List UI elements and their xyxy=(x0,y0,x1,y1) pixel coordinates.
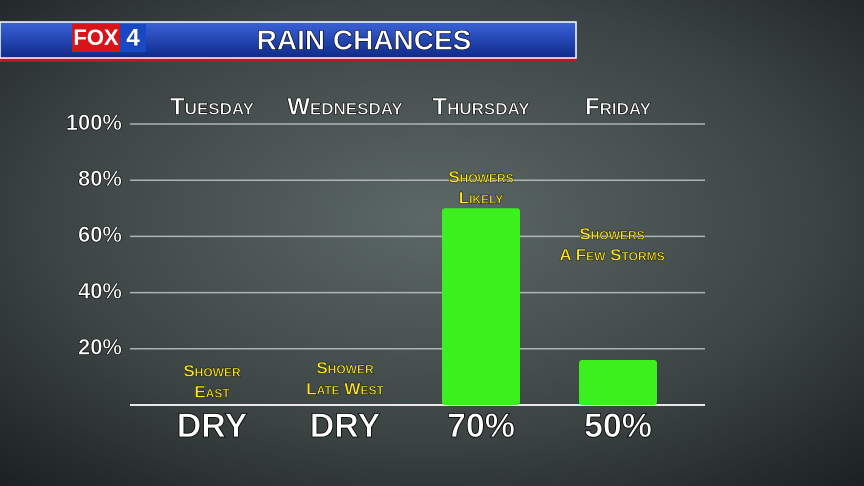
y-tick-label: 40% xyxy=(78,278,122,303)
logo: FOX xyxy=(73,25,119,50)
annotation: Shower xyxy=(183,361,241,380)
logo-box xyxy=(120,24,146,52)
x-tick-label: Wednesday xyxy=(287,93,403,120)
bottom-label: DRY xyxy=(177,407,248,445)
x-tick-label: Friday xyxy=(585,93,652,120)
x-tick-label: Tuesday xyxy=(170,93,255,120)
logo-box xyxy=(72,24,120,52)
logo: 4 xyxy=(126,24,140,51)
annotation: Late West xyxy=(306,379,384,398)
annotation: Showers xyxy=(448,167,513,186)
annotation: A Few Storms xyxy=(559,245,664,264)
x-tick-label: Thursday xyxy=(432,93,530,120)
annotation: Likely xyxy=(459,188,504,207)
y-tick-label: 20% xyxy=(78,335,122,360)
bottom-label: DRY xyxy=(310,407,381,445)
bar xyxy=(442,208,520,405)
y-tick-label: 80% xyxy=(78,166,122,191)
bottom-label: 50% xyxy=(584,407,652,445)
annotation: Showers xyxy=(579,224,644,243)
y-tick-label: 60% xyxy=(78,222,122,247)
y-tick-label: 100% xyxy=(66,110,122,135)
annotation: East xyxy=(194,382,230,401)
bottom-label: 70% xyxy=(447,407,515,445)
chart-title: RAIN CHANCES xyxy=(257,24,472,55)
annotation: Shower xyxy=(316,358,374,377)
banner-stripe xyxy=(0,56,576,62)
bar xyxy=(579,360,657,405)
